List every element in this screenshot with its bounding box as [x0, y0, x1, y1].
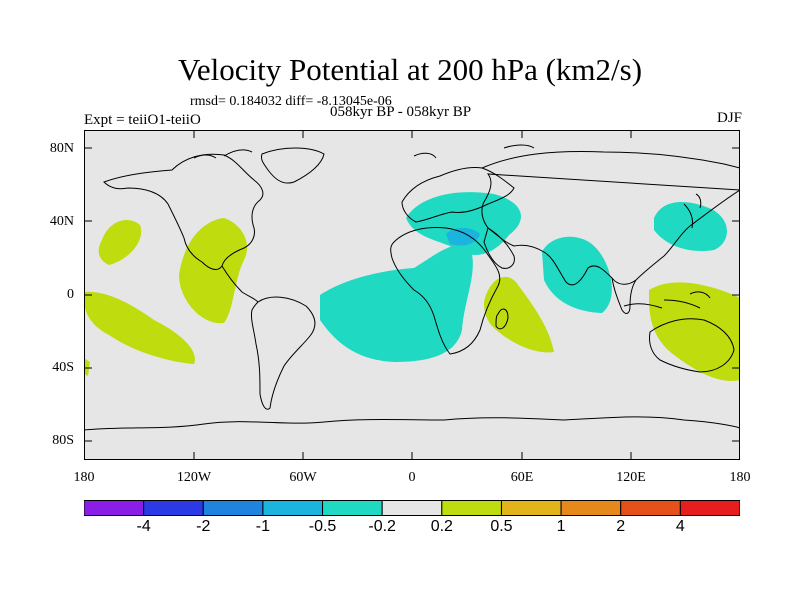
- negative-area-east-asia: [654, 202, 727, 252]
- coast-europe: [401, 167, 515, 223]
- period-label: 058kyr BP - 058kyr BP: [330, 104, 472, 120]
- positive-area-indian-ocean: [484, 276, 554, 353]
- colorbar-label: 2: [616, 518, 626, 535]
- lon-label-120w: 120W: [176, 470, 212, 485]
- colorbar-box: [322, 500, 383, 516]
- positive-area-west-edge: [84, 358, 90, 376]
- map-title: Velocity Potential at 200 hPa (km2/s): [177, 52, 643, 87]
- negative-area-middle-east-core: [446, 228, 480, 246]
- coast-africa: [390, 227, 501, 355]
- colorbar-label: 4: [675, 518, 685, 535]
- colorbar-box: [84, 500, 145, 516]
- lat-label-eq: 0: [67, 287, 74, 302]
- colorbar-box: [560, 500, 622, 516]
- lon-label-0: 0: [408, 470, 416, 485]
- lon-label-60w: 60W: [289, 470, 317, 485]
- map-panel: [84, 130, 740, 460]
- coast-south-america: [251, 296, 316, 410]
- lon-label-60e: 60E: [510, 470, 534, 485]
- colorbar-box: [679, 500, 740, 516]
- colorbar: [84, 500, 740, 516]
- axis-ticks: [84, 130, 740, 460]
- lat-label-80n: 80N: [49, 141, 74, 156]
- lon-label-180e: 180: [729, 470, 751, 485]
- colorbar-label: -2: [196, 518, 211, 535]
- coast-australia: [649, 318, 735, 373]
- stats-text: rmsd= 0.184032 diff= -8.13045e-06: [190, 94, 392, 109]
- negative-area-africa-atlantic: [320, 245, 473, 362]
- coast-arabia: [483, 227, 515, 269]
- negative-anomaly-areas: [320, 192, 727, 362]
- colorbar-label: -1: [255, 518, 271, 535]
- lon-label-180w: 180: [73, 470, 95, 485]
- colorbar-box: [381, 500, 443, 516]
- negative-area-south-asia: [542, 236, 612, 313]
- coast-north-america: [103, 153, 264, 270]
- coastlines: [84, 144, 740, 431]
- coast-asia: [481, 151, 740, 286]
- season-label: DJF: [716, 110, 742, 126]
- lat-label-80s: 80S: [52, 433, 74, 448]
- colorbar-label: 0.2: [430, 518, 453, 535]
- coast-maritime-islands: [623, 291, 711, 309]
- lon-label-120e: 120E: [616, 470, 646, 485]
- positive-area-maritime-australia: [649, 282, 740, 381]
- colorbar-box: [262, 500, 324, 516]
- colorbar-box: [441, 500, 502, 516]
- positive-area-north-pacific: [98, 220, 142, 265]
- experiment-label: Expt = teiiO1-teiiO: [84, 112, 201, 128]
- colorbar-label: -4: [136, 518, 151, 535]
- lat-label-40s: 40S: [52, 360, 74, 375]
- coast-central-america: [221, 265, 259, 303]
- colorbar-box: [500, 500, 562, 516]
- positive-anomaly-areas: [84, 218, 740, 381]
- colorbar-box: [620, 500, 681, 516]
- lat-label-40n: 40N: [49, 214, 74, 229]
- colorbar-box: [202, 500, 264, 516]
- colorbar-label: 1: [556, 518, 566, 535]
- positive-area-central-america: [179, 218, 248, 324]
- coast-japan: [683, 193, 702, 229]
- coast-indochina: [611, 277, 637, 314]
- colorbar-box: [143, 500, 204, 516]
- coast-madagascar: [495, 308, 509, 330]
- positive-area-south-pacific: [84, 291, 195, 364]
- colorbar-label: -0.5: [308, 518, 337, 535]
- coast-antarctica: [84, 416, 740, 431]
- coast-arctic-islands: [193, 144, 535, 159]
- colorbar-label: 0.5: [490, 518, 513, 535]
- colorbar-label: -0.2: [368, 518, 396, 535]
- coast-greenland: [261, 147, 325, 184]
- negative-area-mediterranean: [406, 192, 521, 255]
